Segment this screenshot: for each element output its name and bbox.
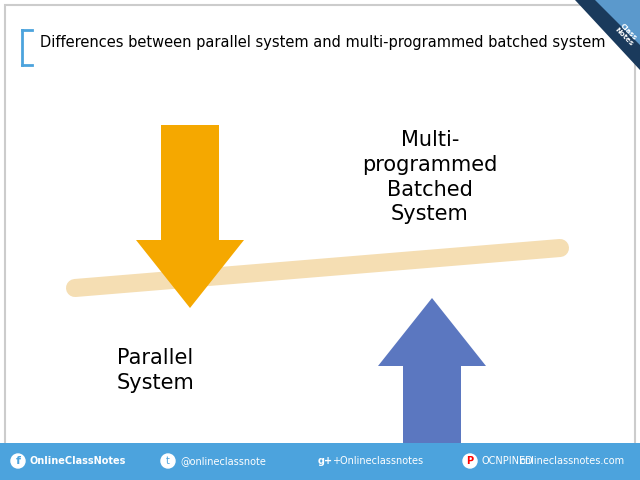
- Text: +Onlineclassnotes: +Onlineclassnotes: [332, 456, 423, 466]
- Text: @onlineclassnote: @onlineclassnote: [180, 456, 266, 466]
- Circle shape: [161, 454, 175, 468]
- Text: onlineclassnotes.com: onlineclassnotes.com: [520, 456, 625, 466]
- Text: Multi-
programmed
Batched
System: Multi- programmed Batched System: [362, 130, 498, 224]
- Text: f: f: [15, 456, 20, 466]
- FancyBboxPatch shape: [0, 443, 640, 480]
- Polygon shape: [378, 298, 486, 480]
- Text: OnlineClassNotes: OnlineClassNotes: [30, 456, 126, 466]
- Text: g+: g+: [318, 456, 333, 466]
- Text: OCNPINED: OCNPINED: [482, 456, 534, 466]
- Circle shape: [11, 454, 25, 468]
- Text: Differences between parallel system and multi-programmed batched system: Differences between parallel system and …: [40, 35, 605, 49]
- Text: Parallel
System: Parallel System: [116, 348, 194, 393]
- Text: Class
Notes: Class Notes: [613, 22, 639, 48]
- Text: P: P: [467, 456, 474, 466]
- Text: t: t: [166, 456, 170, 466]
- Polygon shape: [595, 0, 640, 45]
- Circle shape: [463, 454, 477, 468]
- Polygon shape: [136, 125, 244, 308]
- Polygon shape: [575, 0, 640, 70]
